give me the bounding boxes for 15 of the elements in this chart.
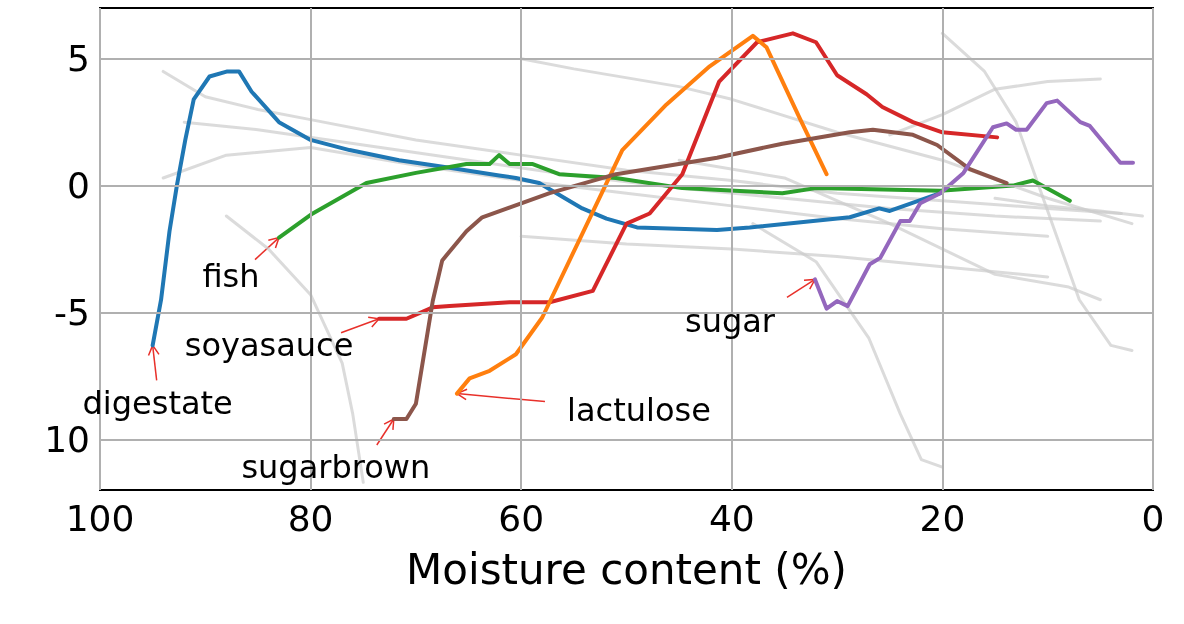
x-tick-label: 80 (287, 497, 334, 539)
y-tick-label: 5 (67, 38, 90, 80)
annotation: sugarbrown (241, 447, 431, 486)
annotation: sugar (684, 302, 776, 341)
annotation: fish (202, 256, 260, 295)
x-tick-label: 60 (498, 497, 545, 539)
x-tick-label: 40 (708, 497, 755, 539)
x-axis-title: Moisture content (%) (406, 544, 847, 594)
annotation: soyasauce (184, 325, 354, 364)
annotation: lactulose (567, 390, 711, 429)
y-tick-label: 0 (67, 165, 90, 207)
x-tick-label: 20 (919, 497, 966, 539)
x-tick-label: 100 (65, 497, 135, 539)
y-tick-label: -5 (54, 291, 90, 333)
x-tick-label: 0 (1141, 497, 1165, 539)
